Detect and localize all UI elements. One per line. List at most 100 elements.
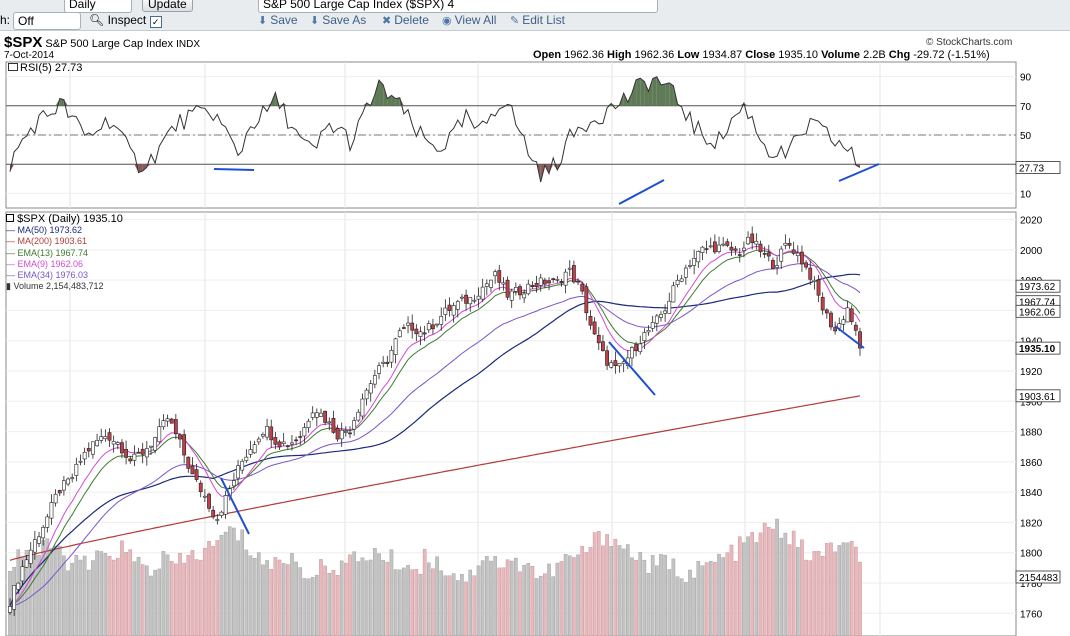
rsi-legend-text: RSI(5) 27.73: [20, 62, 83, 74]
volume-bar: [766, 526, 771, 636]
volume-bar: [227, 526, 232, 636]
candle-body: [497, 270, 502, 283]
candle-body: [758, 243, 763, 253]
inspect-checkbox[interactable]: ✓: [149, 16, 162, 28]
candle-body: [414, 328, 419, 335]
volume-bar: [605, 534, 609, 636]
candle-body: [331, 417, 336, 433]
price-trend-line-1: [608, 341, 656, 396]
symbol-field[interactable]: S&P 500 Large Cap Index ($SPX) 4: [258, 0, 658, 13]
candle-body: [306, 420, 311, 428]
volume-bar: [547, 563, 551, 636]
candle-body: [667, 300, 672, 314]
save-as-button[interactable]: ⬇ Save As: [310, 13, 366, 27]
view-all-button[interactable]: ◉ View All: [442, 13, 496, 27]
ema13-line: [9, 249, 861, 607]
candle-body: [853, 324, 858, 331]
edit-list-label: Edit List: [522, 13, 565, 27]
candle-body: [750, 233, 755, 244]
volume-bar: [655, 565, 659, 636]
volume-bar: [132, 561, 137, 636]
delete-button[interactable]: ✖ Delete: [382, 13, 429, 27]
candle-body: [319, 412, 323, 417]
candle-body: [455, 301, 460, 310]
chart-toolbar: Daily Update S&P 500 Large Cap Index ($S…: [0, 0, 1070, 31]
volume-bar: [667, 569, 672, 636]
volume-bar: [82, 555, 87, 636]
rsi-overbought-fill: [395, 97, 400, 106]
candle-body: [518, 286, 522, 296]
candle-body: [45, 516, 50, 528]
volume-bar: [551, 576, 555, 636]
volume-bar: [145, 565, 149, 636]
candle-body: [343, 431, 348, 433]
candle-body: [505, 279, 510, 298]
volume-bar: [190, 550, 195, 636]
save-as-label: Save As: [322, 13, 367, 27]
price-tick-label: 1880: [1020, 428, 1043, 439]
volume-bar: [248, 555, 253, 636]
ema9-value-flag-box: [1015, 304, 1061, 318]
candle-body: [78, 460, 83, 463]
candle-body: [700, 246, 705, 253]
candle-body: [808, 267, 813, 280]
candle-body: [451, 305, 456, 316]
volume-value-flag-box: [1015, 570, 1061, 584]
candle-body: [339, 429, 344, 440]
candle-body: [683, 267, 688, 278]
candle-body: [431, 324, 435, 330]
rsi-overbought-fill: [59, 98, 64, 106]
volume-bar: [534, 578, 539, 636]
volume-bar: [273, 557, 278, 636]
candle-body: [115, 442, 120, 445]
legend-ema9-text: EMA(9) 1962.06: [17, 258, 84, 269]
volume-bar: [812, 551, 817, 636]
candle-body: [144, 448, 149, 458]
volume-bar: [737, 536, 742, 636]
update-button[interactable]: Update: [142, 0, 193, 12]
volume-bar: [45, 538, 50, 636]
save-button[interactable]: ⬇ Save: [258, 13, 298, 27]
rsi-overbought-fill: [399, 97, 404, 106]
volume-bar: [364, 560, 369, 636]
volume-bar: [555, 562, 560, 636]
volume-bar: [111, 559, 116, 636]
candle-body: [592, 321, 597, 335]
delete-label: Delete: [394, 13, 429, 27]
volume-bar: [642, 559, 647, 636]
candle-body: [202, 495, 207, 498]
volume-bar: [356, 561, 361, 636]
volume-bar: [505, 559, 510, 636]
candle-body: [219, 511, 224, 516]
download-icon: ⬇: [310, 15, 320, 27]
volume-bar: [808, 560, 813, 636]
candle-body: [671, 285, 676, 303]
extended-hours-select[interactable]: Off: [13, 12, 81, 30]
rsi-value-flag: 27.73: [1019, 164, 1044, 175]
price-tick-label: 2020: [1020, 216, 1043, 227]
rsi-legend: RSI(5) 27.73: [8, 62, 82, 74]
volume-bar: [775, 518, 779, 636]
volume-bar: [244, 549, 249, 636]
volume-bar: [791, 530, 796, 636]
candle-body: [153, 437, 158, 451]
volume-bar: [422, 548, 427, 636]
candle-body: [149, 445, 153, 448]
rsi-trend-line-1: [618, 179, 665, 205]
candle-body: [360, 398, 365, 417]
candle-body: [248, 449, 253, 455]
volume-bar: [74, 555, 79, 636]
volume-value-flag: 2154483: [1019, 573, 1058, 584]
edit-list-button[interactable]: ✎ Edit List: [510, 13, 565, 27]
candle-body: [103, 436, 108, 440]
volume-bar: [215, 540, 220, 636]
ma50-value-flag-box: [1015, 279, 1061, 293]
open-value: 1962.36: [564, 49, 604, 61]
ema9-value-flag: 1962.06: [1019, 307, 1056, 318]
inspect-toggle[interactable]: 🔍︎ Inspect ✓: [89, 13, 162, 28]
candle-body: [190, 465, 195, 475]
period-select[interactable]: Daily: [64, 0, 132, 13]
candle-body: [169, 418, 174, 424]
volume-bar: [348, 554, 352, 636]
volume-bar: [543, 573, 547, 636]
